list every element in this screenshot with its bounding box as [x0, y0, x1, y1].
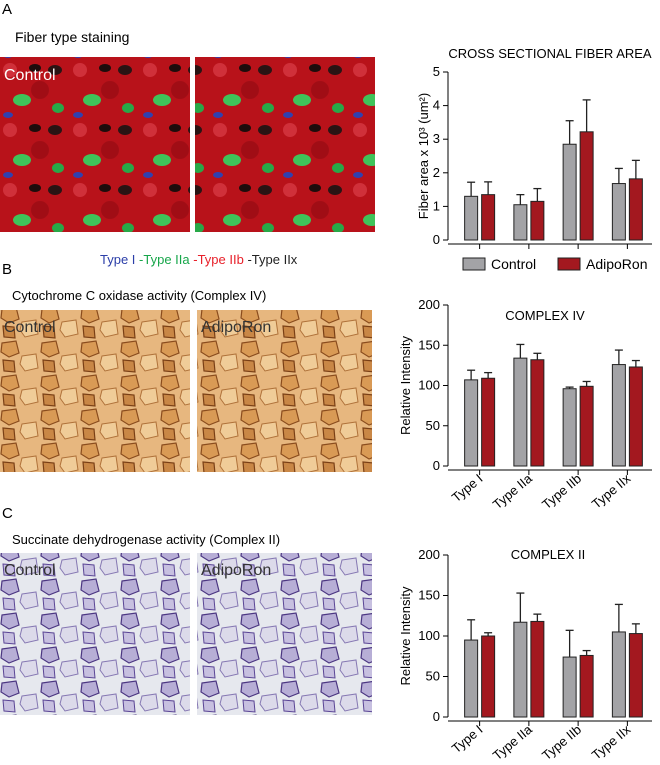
- bar: [513, 621, 528, 718]
- image-label: Control: [4, 319, 56, 336]
- bar: [513, 204, 528, 241]
- y-tick-label: 150: [418, 588, 440, 603]
- y-tick-label: 100: [418, 378, 440, 393]
- bar: [481, 377, 496, 467]
- y-tick-label: 4: [433, 98, 440, 113]
- x-tick-label: Type I: [449, 471, 486, 505]
- bar: [611, 183, 626, 241]
- y-tick-label: 5: [433, 64, 440, 79]
- y-tick-label: 100: [418, 628, 440, 643]
- bar: [481, 635, 496, 718]
- stain-legend-item: -Type IIx: [247, 252, 297, 267]
- chart-title: COMPLEX II: [511, 547, 585, 562]
- x-tick-label: Type IIb: [539, 471, 584, 512]
- micrograph: [197, 553, 372, 715]
- y-tick-label: 200: [418, 297, 440, 312]
- legend-label: Control: [491, 256, 536, 272]
- y-tick-label: 1: [433, 198, 440, 213]
- x-tick-label: Type IIx: [589, 470, 634, 511]
- y-tick-label: 50: [426, 669, 440, 684]
- x-tick-label: Type IIa: [490, 721, 536, 760]
- micrograph: [0, 310, 190, 472]
- y-axis-label: Relative Intensity: [398, 586, 413, 685]
- bar: [579, 385, 594, 467]
- bar: [481, 194, 496, 241]
- y-tick-label: 150: [418, 337, 440, 352]
- panel-title: Succinate dehydrogenase activity (Comple…: [12, 532, 280, 547]
- bar: [562, 656, 577, 718]
- panel-title: Fiber type staining: [15, 29, 129, 45]
- y-tick-label: 0: [433, 232, 440, 247]
- bar: [530, 620, 545, 718]
- micrograph: [0, 553, 190, 715]
- bar: [562, 143, 577, 241]
- micrograph: [195, 57, 375, 232]
- bar: [464, 195, 479, 241]
- legend-swatch: [462, 257, 486, 271]
- image-label: Control: [4, 562, 56, 579]
- bar: [530, 359, 545, 467]
- bar: [611, 364, 626, 467]
- panel-label: C: [2, 505, 13, 522]
- image-label: AdipoRon: [201, 562, 271, 579]
- stain-legend-item: -Type IIa: [139, 252, 190, 267]
- stain-legend: Type I -Type IIa -Type IIb -Type IIx: [100, 252, 298, 267]
- bar: [611, 631, 626, 718]
- legend-swatch: [557, 257, 581, 271]
- bar: [628, 633, 643, 718]
- micrograph: [0, 57, 190, 232]
- y-tick-label: 2: [433, 165, 440, 180]
- bar: [579, 654, 594, 718]
- y-tick-label: 200: [418, 547, 440, 562]
- micrograph: [197, 310, 372, 472]
- stain-legend-item: -Type IIb: [193, 252, 244, 267]
- y-axis-label: Relative Intensity: [398, 336, 413, 435]
- y-tick-label: 3: [433, 131, 440, 146]
- y-axis-label: Fiber area x 10³ (um²): [416, 93, 431, 219]
- panel-title: Cytochrome C oxidase activity (Complex I…: [12, 288, 266, 303]
- bar: [562, 388, 577, 467]
- y-tick-label: 0: [433, 709, 440, 724]
- x-tick-label: Type IIx: [589, 721, 634, 760]
- bar: [628, 178, 643, 241]
- bar: [464, 639, 479, 718]
- bar: [464, 379, 479, 467]
- panel-label: A: [2, 1, 12, 18]
- legend-label: AdipoRon: [586, 256, 648, 272]
- chart-title: CROSS SECTIONAL FIBER AREA: [448, 46, 652, 61]
- bar: [628, 366, 643, 467]
- image-label: AdipoRon: [201, 319, 271, 336]
- bar: [513, 357, 528, 467]
- y-tick-label: 0: [433, 458, 440, 473]
- x-tick-label: Type I: [449, 722, 486, 756]
- bar: [579, 131, 594, 241]
- image-label: Control: [4, 67, 56, 84]
- x-tick-label: Type IIb: [539, 722, 584, 760]
- stain-legend-item: Type I: [100, 252, 135, 267]
- x-tick-label: Type IIa: [490, 470, 536, 512]
- panel-label: B: [2, 261, 12, 278]
- y-tick-label: 50: [426, 418, 440, 433]
- chart-title: COMPLEX IV: [505, 308, 585, 323]
- bar: [530, 200, 545, 241]
